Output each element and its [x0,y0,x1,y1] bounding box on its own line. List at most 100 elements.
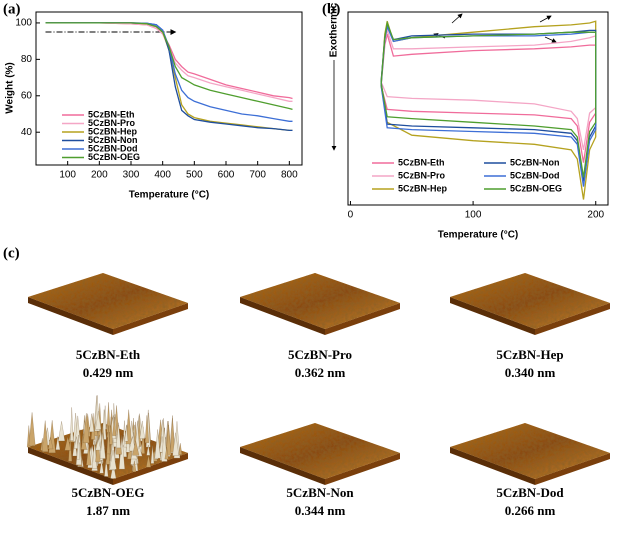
y-axis-label: Weight (%) [5,62,16,113]
y-tick-label: 60 [21,90,33,101]
afm-side [450,447,535,485]
x-tick-label: 200 [587,210,604,221]
legend-label: 5CzBN-Pro [88,118,136,128]
data-line [45,22,293,102]
image-roughness: 1.87 nm [86,503,130,518]
legend-label: 5CzBN-Dod [88,143,138,153]
afm-side [113,453,188,485]
afm-spike [95,438,102,451]
afm-spike [58,421,65,442]
legend-label: 5CzBN-Non [510,157,560,167]
legend-label: 5CzBN-Hep [88,126,138,136]
afm-spike [110,462,117,479]
afm-spike [109,416,113,445]
plot-frame [347,11,609,206]
afm-spike [109,449,117,470]
x-tick-label: 500 [186,170,203,181]
afm-side [325,303,400,335]
image-name: 5CzBN-Non [286,485,354,500]
afm-spike [170,415,175,453]
image-name: 5CzBN-Hep [496,347,563,362]
afm-spike [128,436,136,452]
afm-spike [124,425,129,442]
panel-label: (c) [3,245,20,261]
x-tick-label: 700 [249,170,266,181]
y-tick-label: 80 [21,54,33,65]
afm-side [535,453,610,485]
afm-side [535,303,610,335]
afm-spike [42,420,49,452]
afm-side [450,297,535,335]
data-line [45,22,293,100]
afm-images: 5CzBN-Eth 0.429 nm 5CzBN-Pro 0.362 nm 5CzBN-… [27,273,610,518]
afm-spike [99,460,104,474]
legend-label: 5CzBN-OEG [510,183,562,193]
afm-spike [132,460,137,472]
panel-label: (b) [322,1,340,17]
afm-spike [48,437,54,450]
image-name: 5CzBN-Pro [288,347,352,362]
afm-spike [99,432,106,459]
afm-spike [104,458,109,477]
afm-side [28,447,113,485]
afm-spike [86,443,92,466]
afm-spike [28,412,36,446]
y-tick-label: 40 [21,127,33,138]
afm-surface [240,423,400,479]
y-tick-label: 100 [15,18,32,29]
afm-spike [55,436,61,450]
afm-spike [172,432,179,456]
x-tick-label: 600 [218,170,235,181]
image-name: 5CzBN-OEG [72,485,145,500]
afm-side [240,447,325,485]
x-axis-label: Temperature (°C) [438,230,519,241]
x-tick-label: 300 [123,170,140,181]
legend-label: 5CzBN-Hep [398,183,448,193]
x-tick-label: 100 [465,210,482,221]
panel-label: (a) [3,1,21,17]
afm-spike [139,420,145,439]
afm-spike [112,417,117,436]
afm-side [240,297,325,335]
x-tick-label: 200 [91,170,108,181]
afm-side [28,297,113,335]
afm-surface [240,273,400,329]
legend-label: 5CzBN-OEG [88,152,140,162]
afm-side [325,453,400,485]
afm-spike [76,434,80,460]
afm-side [113,303,188,335]
legend-label: 5CzBN-Dod [510,170,560,180]
afm-spike [83,413,90,443]
afm-surface [450,273,610,329]
afm-spike [95,410,102,430]
afm-spike [106,425,111,455]
afm-spike [89,413,95,432]
x-tick-label: 800 [281,170,298,181]
afm-spike [178,443,183,455]
image-roughness: 0.344 nm [295,503,346,518]
afm-spike [146,455,151,468]
x-tick-label: 100 [59,170,76,181]
image-name: 5CzBN-Eth [76,347,141,362]
legend-label: 5CzBN-Pro [398,170,446,180]
afm-spike [144,415,149,443]
legend-label: 5CzBN-Eth [88,109,135,119]
afm-spike [146,445,151,456]
image-roughness: 0.362 nm [295,365,346,380]
plot-frame [35,11,303,166]
afm-spike [165,424,172,456]
afm-spike [164,447,169,460]
afm-surface [28,273,188,329]
afm-spike [150,444,155,464]
x-tick-label: 400 [154,170,171,181]
data-line [45,22,293,111]
data-line [380,20,597,178]
afm-spike [64,436,71,451]
data-line [45,22,293,122]
afm-spike [154,429,161,459]
image-roughness: 0.266 nm [505,503,556,518]
afm-spike [141,426,145,454]
image-roughness: 0.429 nm [83,365,134,380]
image-name: 5CzBN-Dod [496,485,564,500]
afm-surface [450,423,610,479]
